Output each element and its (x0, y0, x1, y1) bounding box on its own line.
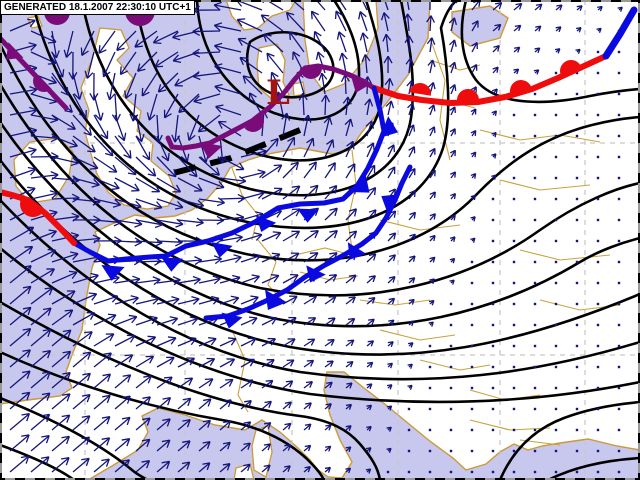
front-triangle-symbol (255, 215, 277, 232)
front-triangle-symbol (161, 257, 183, 272)
front-cold-main (71, 85, 398, 281)
front-warm-east (371, 53, 609, 106)
fronts-layer (0, 5, 638, 329)
front-occluded-topleft (0, 34, 69, 111)
front-semicircle-symbol (33, 73, 52, 92)
front-semicircle-symbol (44, 12, 70, 25)
front-triangle-symbol (347, 242, 367, 260)
front-triangle-symbol (101, 264, 125, 281)
front-occluded-main (165, 63, 377, 159)
front-triangle-symbol (265, 289, 287, 310)
front-semicircle-symbol (510, 80, 532, 95)
front-triangle-symbol (6, 42, 24, 60)
front-semicircle-symbol (409, 83, 431, 96)
front-triangle-symbol (221, 312, 243, 329)
front-triangle-symbol (350, 174, 370, 193)
front-triangle-symbol (350, 75, 372, 93)
front-cold-secondary (203, 164, 413, 329)
front-semicircle-symbol (20, 197, 45, 218)
generated-timestamp-label: GENERATED 18.1.2007 22:30:10 UTC+1 (0, 0, 195, 15)
low-pressure-symbol: L (266, 73, 290, 113)
front-triangle-symbol (199, 141, 223, 159)
front-semicircle-symbol (244, 113, 264, 132)
front-semicircle-symbol (300, 68, 322, 79)
trough-line (161, 127, 302, 179)
front-triangle-symbol (379, 116, 398, 138)
wind-arrows-layer (9, 0, 623, 474)
front-semicircle-symbol (560, 60, 581, 76)
front-triangle-symbol (306, 265, 326, 283)
front-triangle-symbol (297, 208, 319, 223)
front-semicircle-symbol (457, 89, 479, 101)
front-warm-west (0, 188, 77, 246)
front-triangle-symbol (211, 242, 233, 258)
front-cold-northeast-tail (602, 6, 638, 60)
front-triangle-symbol (381, 194, 401, 214)
